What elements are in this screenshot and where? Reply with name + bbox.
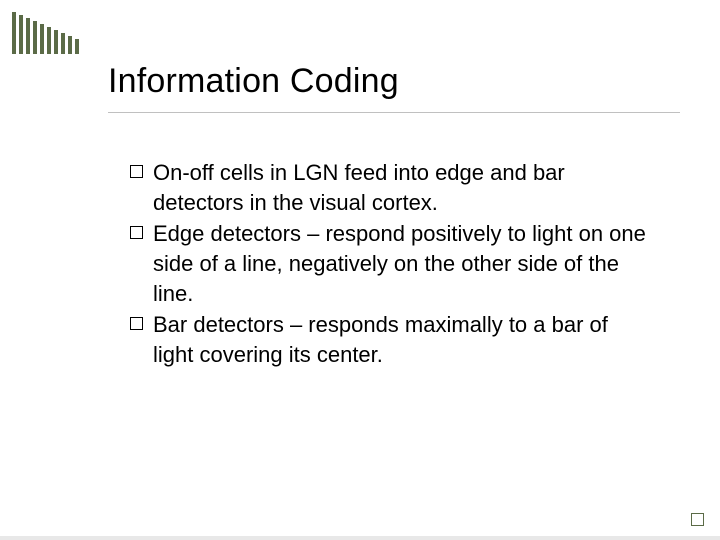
slide-body: On-off cells in LGN feed into edge and b… bbox=[130, 158, 650, 372]
bullet-item: Bar detectors – responds maximally to a … bbox=[130, 310, 650, 369]
deco-bar bbox=[61, 33, 65, 54]
slide: Information Coding On-off cells in LGN f… bbox=[0, 0, 720, 540]
slide-title: Information Coding bbox=[108, 62, 399, 101]
bullet-text: Bar detectors – responds maximally to a … bbox=[153, 310, 650, 369]
deco-bar bbox=[33, 21, 37, 54]
title-underline bbox=[108, 112, 680, 113]
deco-bar bbox=[19, 15, 23, 54]
bottom-shade bbox=[0, 536, 720, 540]
bullet-text: Edge detectors – respond positively to l… bbox=[153, 219, 650, 308]
deco-bar bbox=[68, 36, 72, 54]
deco-bar bbox=[54, 30, 58, 54]
deco-bar bbox=[26, 18, 30, 54]
square-bullet-icon bbox=[130, 317, 143, 330]
bullet-item: On-off cells in LGN feed into edge and b… bbox=[130, 158, 650, 217]
bullet-item: Edge detectors – respond positively to l… bbox=[130, 219, 650, 308]
bullet-text: On-off cells in LGN feed into edge and b… bbox=[153, 158, 650, 217]
square-bullet-icon bbox=[130, 165, 143, 178]
deco-bar bbox=[47, 27, 51, 54]
deco-bar bbox=[12, 12, 16, 54]
deco-bar bbox=[40, 24, 44, 54]
corner-box-icon bbox=[691, 513, 704, 526]
deco-bar bbox=[75, 39, 79, 54]
square-bullet-icon bbox=[130, 226, 143, 239]
decorative-bars bbox=[12, 12, 79, 54]
